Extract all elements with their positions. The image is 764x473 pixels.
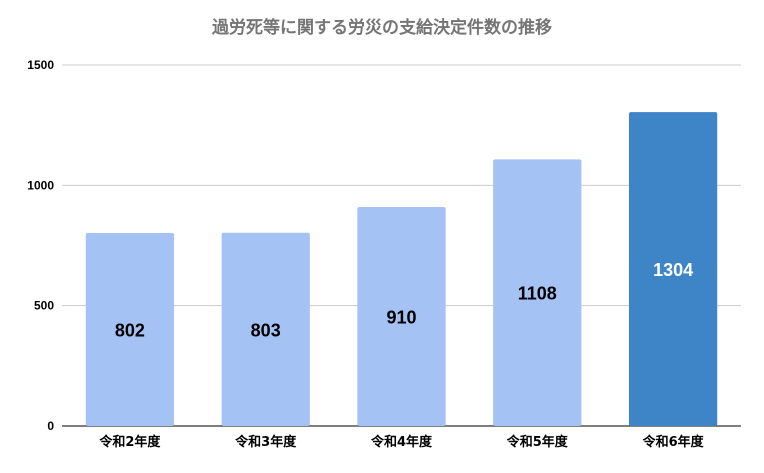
data-label: 1304 bbox=[653, 260, 693, 280]
data-label: 803 bbox=[251, 320, 281, 340]
data-label: 910 bbox=[386, 307, 416, 327]
chart-title: 過労死等に関する労災の支給決定件数の推移 bbox=[212, 17, 552, 38]
bar-3 bbox=[357, 206, 446, 426]
x-tick-label: 令和4年度 bbox=[371, 434, 433, 450]
x-tick-label: 令和3年度 bbox=[235, 434, 297, 450]
bars bbox=[85, 112, 718, 427]
x-axis-ticks: 令和2年度 令和3年度 令和4年度 令和5年度 令和6年度 bbox=[99, 434, 704, 450]
x-tick-label: 令和5年度 bbox=[507, 434, 569, 450]
y-tick-label: 500 bbox=[34, 299, 54, 313]
bar-2 bbox=[221, 232, 310, 426]
y-tick-label: 1500 bbox=[27, 58, 54, 72]
data-labels: 802 803 910 1108 1304 bbox=[115, 260, 693, 340]
y-tick-label: 1000 bbox=[27, 178, 54, 192]
bar-5 bbox=[628, 112, 718, 427]
bar-4 bbox=[493, 159, 582, 426]
y-tick-label: 0 bbox=[47, 419, 54, 433]
data-label: 1108 bbox=[518, 284, 557, 304]
x-tick-label: 令和2年度 bbox=[99, 434, 161, 450]
y-axis-ticks: 0 500 1000 1500 bbox=[27, 58, 54, 433]
bar-1 bbox=[85, 232, 175, 426]
x-tick-label: 令和6年度 bbox=[643, 434, 705, 450]
data-label: 802 bbox=[115, 320, 145, 340]
